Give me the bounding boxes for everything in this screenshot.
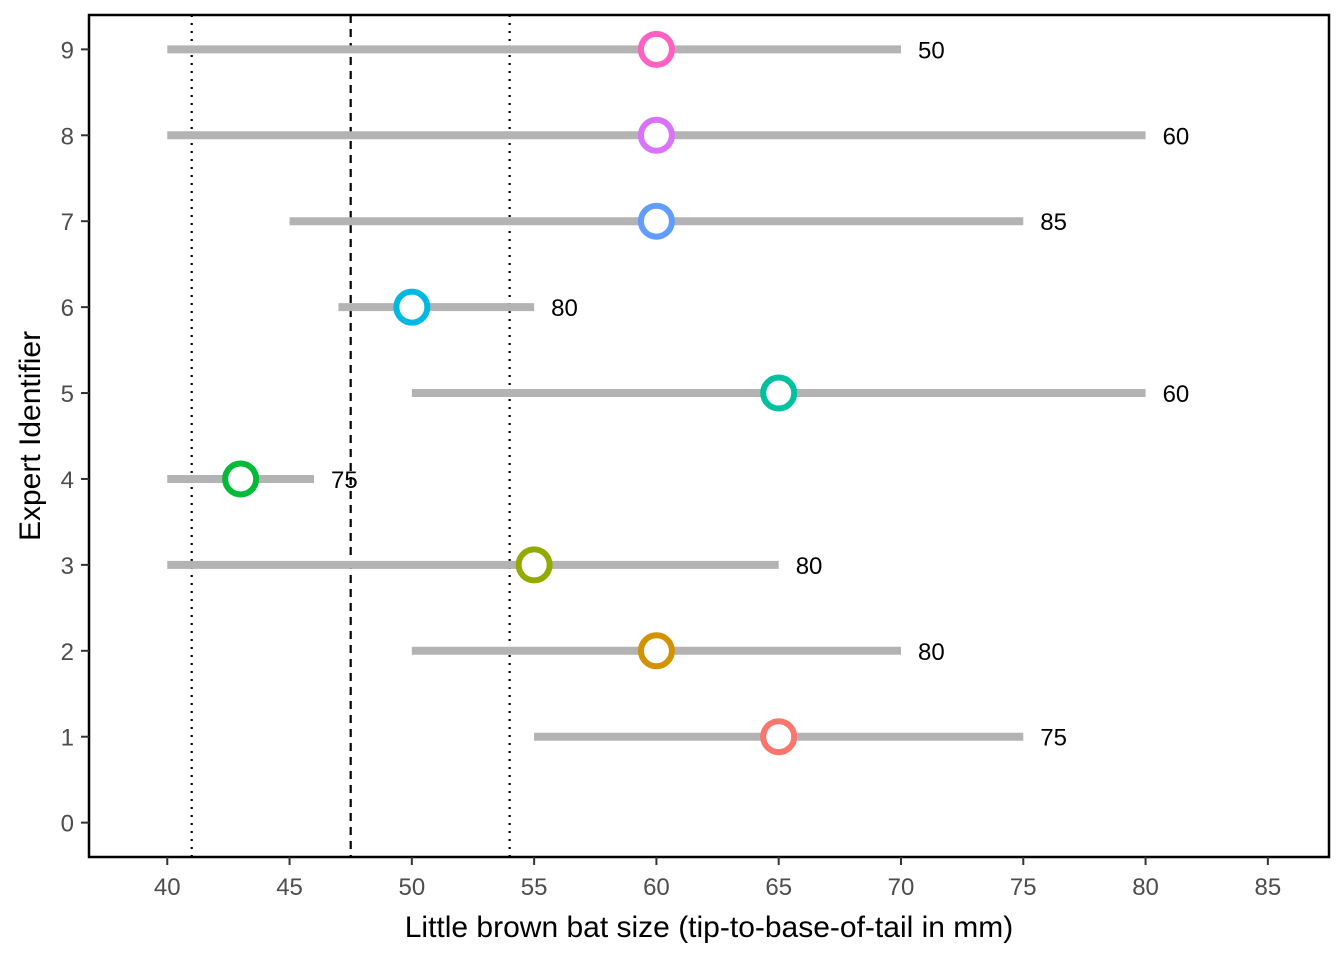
x-axis-title: Little brown bat size (tip-to-base-of-ta… [405,911,1014,944]
x-tick-label: 70 [888,874,915,901]
x-tick-label: 55 [521,874,548,901]
confidence-label: 60 [1163,381,1190,408]
y-axis-title: Expert Identifier [14,331,47,541]
best-estimate-point [760,374,798,412]
confidence-label: 80 [796,553,823,580]
best-estimate-points [222,30,798,756]
best-estimate-point [760,718,798,756]
y-tick-label: 5 [61,381,74,408]
reference-lines [190,15,511,857]
y-tick-label: 2 [61,639,74,666]
best-estimate-point [637,116,675,154]
confidence-label: 85 [1040,209,1067,236]
x-tick-label: 85 [1255,874,1282,901]
y-tick-label: 9 [61,37,74,64]
x-tick-label: 75 [1010,874,1037,901]
x-tick-label: 50 [398,874,425,901]
y-tick-label: 3 [61,553,74,580]
x-tick-label: 45 [276,874,303,901]
y-tick-label: 0 [61,811,74,838]
y-tick-label: 4 [61,467,74,494]
confidence-labels: 75 80 80 75 60 80 85 60 50 [331,37,1189,751]
x-tick-label: 40 [154,874,181,901]
confidence-label: 75 [1040,725,1067,752]
confidence-label: 80 [551,295,578,322]
x-tick-label: 60 [643,874,670,901]
confidence-label: 60 [1163,123,1190,150]
confidence-label: 80 [918,639,945,666]
best-estimate-point [393,288,431,326]
best-estimate-point [637,632,675,670]
y-tick-label: 1 [61,725,74,752]
best-estimate-point [637,202,675,240]
confidence-label: 75 [331,467,358,494]
y-tick-label: 8 [61,123,74,150]
y-tick-label: 6 [61,295,74,322]
confidence-label: 50 [918,37,945,64]
best-estimate-point [637,30,675,68]
x-axis: 40 45 50 55 60 65 70 75 80 85 [154,857,1281,901]
panel-border [87,13,1331,859]
x-tick-label: 80 [1132,874,1159,901]
best-estimate-point [222,460,260,498]
y-axis: 0 1 2 3 4 5 6 7 8 9 [61,37,89,838]
x-tick-label: 65 [765,874,792,901]
best-estimate-point [515,546,553,584]
y-tick-label: 7 [61,209,74,236]
